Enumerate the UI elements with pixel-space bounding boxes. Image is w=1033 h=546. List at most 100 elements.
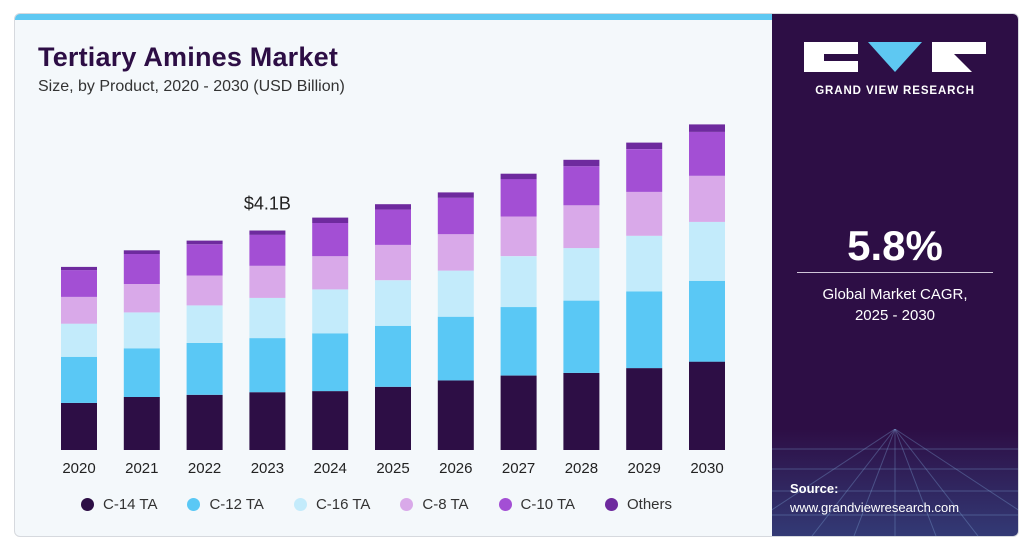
legend-label: C-16 TA [315,496,371,513]
bar-segment-c-12-ta-2023 [249,338,286,393]
bar-segment-c-10-ta-2023 [249,234,286,266]
bar-segment-c-12-ta-2030 [689,280,725,362]
bar-segment-c-16-ta-2028 [563,248,600,301]
bar-segment-c-12-ta-2024 [312,333,349,392]
source-url: www.grandviewresearch.com [790,500,960,515]
source-note: Source: www.grandviewresearch.com [790,479,959,517]
bar-segment-c-16-ta-2021 [123,312,160,349]
bar-segment-c-12-ta-2025 [375,325,411,387]
bar-segment-c-8-ta-2026 [437,234,474,271]
bar-segment-c-14-ta-2022 [186,394,223,450]
legend-swatch [400,498,414,511]
x-tick-label: 2026 [439,460,472,477]
decorative-grid [772,429,1018,536]
legend-label: C-10 TA [520,496,575,513]
bar-segment-c-12-ta-2029 [626,291,663,369]
bar-segment-c-10-ta-2030 [689,131,725,176]
bar-segment-c-10-ta-2021 [123,254,160,284]
bar-segment-c-14-ta-2029 [626,368,663,450]
legend-swatch [81,498,94,511]
legend-swatch [605,498,618,511]
bar-segment-c-16-ta-2024 [312,289,349,334]
bar-segment-c-16-ta-2027 [500,256,537,308]
x-tick-label: 2025 [376,460,409,477]
x-tick-label: 2020 [62,460,95,477]
bar-segment-others-2029 [626,142,663,149]
bar-segment-c-16-ta-2022 [186,305,223,343]
bar-segment-c-14-ta-2024 [312,391,349,450]
legend-item: C-14 TA [81,496,157,513]
bar-segment-others-2026 [437,192,474,198]
bar-segment-c-14-ta-2028 [563,372,600,450]
legend-item: C-10 TA [498,496,575,513]
bar-segment-c-8-ta-2023 [249,265,286,298]
legend-swatch [498,498,512,511]
summary-panel: GRAND VIEW RESEARCH 5.8% Global Market C… [772,14,1018,536]
legend-item: C-8 TA [400,496,469,513]
bar-segment-c-12-ta-2021 [123,348,160,397]
bar-segment-c-8-ta-2021 [123,284,160,313]
infographic-card: Tertiary Amines Market Size, by Product,… [14,13,1019,537]
bar-segment-others-2024 [312,217,349,223]
bar-segment-c-16-ta-2023 [249,297,286,339]
x-tick-label: 2029 [628,460,661,477]
chart-legend: C-14 TA C-12 TA C-16 TA C-8 TA C-10 TA Others [81,496,702,513]
gvr-logo-icon [804,42,986,72]
x-tick-label: 2021 [125,460,158,477]
bar-segment-others-2028 [563,159,600,167]
legend-swatch [293,498,307,511]
legend-swatch [187,498,201,511]
bar-segment-c-8-ta-2020 [61,296,97,324]
logo-text: GRAND VIEW RESEARCH [815,85,975,97]
legend-item: C-16 TA [293,496,371,513]
x-tick-label: 2024 [314,460,347,477]
bar-segment-others-2030 [689,124,725,132]
bar-segment-others-2023 [249,230,286,235]
bar-segment-c-8-ta-2025 [375,244,411,281]
bar-segment-c-16-ta-2025 [375,280,411,326]
chart-title: Tertiary Amines Market [38,42,339,72]
grand-view-research-logo: GRAND VIEW RESEARCH [804,42,986,97]
bar-segment-c-14-ta-2020 [61,402,97,450]
bar-segment-others-2021 [123,250,160,254]
stacked-bar-chart: 2020 2021 2022 2023 $4.1B 2024 2025 2026 2027 202… [61,124,725,477]
bar-segment-others-2027 [500,173,537,180]
cagr-label: Global Market CAGR, 2025 - 2030 [772,284,1018,326]
bar-segment-c-10-ta-2026 [437,197,474,235]
x-tick-label: 2022 [188,460,221,477]
chart-subtitle: Size, by Product, 2020 - 2030 (USD Billi… [38,78,345,95]
accent-bar [15,14,772,20]
legend-label: Others [627,496,673,513]
x-tick-label: 2028 [565,460,598,477]
divider [797,272,993,273]
bar-segment-c-8-ta-2028 [563,205,600,249]
bar-segment-c-14-ta-2030 [689,361,725,450]
data-label-total: $4.1B [244,193,291,213]
bar-segment-c-16-ta-2030 [689,221,725,281]
x-tick-label: 2023 [251,460,284,477]
bar-segment-others-2020 [61,266,97,271]
legend-item: C-12 TA [187,496,264,513]
bar-segment-c-10-ta-2029 [626,149,663,192]
legend-item: Others [605,496,672,513]
cagr-label-line2: 2025 - 2030 [854,307,936,324]
bar-segment-c-16-ta-2026 [437,270,474,317]
bar-segment-c-10-ta-2025 [375,209,411,245]
source-label: Source: [790,481,839,496]
bar-segment-c-8-ta-2030 [689,175,725,222]
bar-segment-c-14-ta-2027 [500,375,537,450]
bar-segment-c-10-ta-2027 [500,179,537,217]
bar-segment-c-14-ta-2025 [375,386,411,450]
bar-segment-c-10-ta-2028 [563,166,600,206]
bar-segment-c-8-ta-2027 [500,216,537,257]
bar-segment-c-10-ta-2022 [186,244,223,276]
x-tick-label: 2027 [502,460,535,477]
bar-segment-c-12-ta-2027 [500,307,537,376]
bar-segment-c-12-ta-2020 [61,356,97,403]
bar-segment-c-12-ta-2026 [437,316,474,381]
bar-segment-c-8-ta-2022 [186,275,223,306]
bar-segment-c-16-ta-2020 [61,323,97,357]
bar-segment-c-12-ta-2022 [186,342,223,395]
bar-segment-c-8-ta-2024 [312,256,349,290]
bar-segment-c-14-ta-2023 [249,392,286,450]
